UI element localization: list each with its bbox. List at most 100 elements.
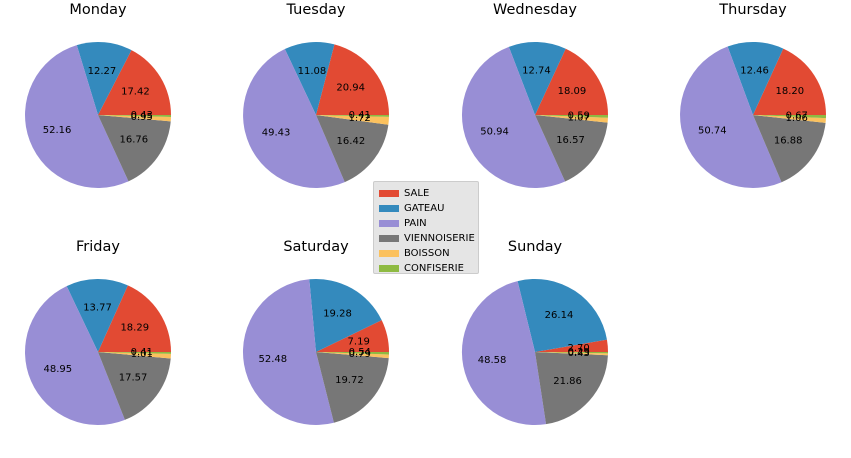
slice-value-label: 16.76 xyxy=(119,135,148,146)
pie-slice-boisson xyxy=(753,115,826,123)
slice-value-label: 26.14 xyxy=(545,310,574,321)
pie-slice-sale xyxy=(535,48,608,115)
pie-slice-pain xyxy=(461,46,566,189)
legend-swatch xyxy=(379,265,399,272)
pie-slice-gateau xyxy=(508,41,566,115)
pie-slice-confiserie xyxy=(535,352,609,354)
pie-slice-sale xyxy=(98,50,171,116)
slice-value-label: 1.72 xyxy=(349,113,371,124)
pie-slice-viennoiserie xyxy=(535,352,608,425)
pie-slice-gateau xyxy=(727,42,784,116)
slice-value-label: 12.27 xyxy=(88,66,117,77)
slice-value-label: 50.74 xyxy=(698,126,727,137)
slice-value-label: 18.20 xyxy=(776,86,805,97)
pie-slice-pain xyxy=(243,48,345,188)
slice-value-label: 16.88 xyxy=(774,136,803,147)
chart-title: Friday xyxy=(76,239,120,255)
pie-slice-pain xyxy=(680,46,782,188)
pie-slice-viennoiserie xyxy=(316,115,389,183)
pie-slice-confiserie xyxy=(316,352,390,355)
slice-value-label: 1.06 xyxy=(786,113,808,124)
slice-value-label: 18.29 xyxy=(120,323,149,334)
slice-value-label: 52.48 xyxy=(259,354,288,365)
legend-swatch xyxy=(379,205,399,212)
slice-value-label: 0.59 xyxy=(568,110,590,121)
pie-slice-confiserie xyxy=(316,115,390,117)
pie-slice-viennoiserie xyxy=(753,115,826,183)
pie-chart-sunday: Sunday 2.70 26.14 48.58 21.86 0.430.29 xyxy=(461,239,609,426)
legend-swatch xyxy=(379,235,399,242)
slice-value-label: 0.41 xyxy=(131,347,153,358)
slice-value-label: 19.28 xyxy=(323,308,352,319)
slice-value-label: 19.72 xyxy=(335,375,364,386)
pie-slice-pain xyxy=(242,279,334,426)
slice-value-label: 7.19 xyxy=(348,337,370,348)
pie-slice-sale xyxy=(535,339,608,352)
pie-slice-pain xyxy=(25,286,125,426)
chart-title: Sunday xyxy=(508,239,563,255)
slice-value-label: 13.77 xyxy=(83,303,112,314)
legend-item-sale: SALE xyxy=(374,186,478,201)
pie-slice-viennoiserie xyxy=(316,352,389,423)
pie-chart-monday: Monday 17.42 12.27 52.16 16.76 0.950.43 xyxy=(25,2,171,188)
legend-item-boisson: BOISSON xyxy=(374,246,478,261)
pie-chart-tuesday: Tuesday 20.94 11.08 49.43 16.42 1.720.41 xyxy=(243,2,390,188)
slice-value-label: 0.43 xyxy=(131,110,153,121)
slice-value-label: 0.67 xyxy=(786,110,808,121)
chart-title: Saturday xyxy=(283,239,349,255)
slice-value-label: 21.86 xyxy=(553,376,582,387)
pie-slice-gateau xyxy=(76,42,132,115)
pie-slice-boisson xyxy=(98,352,171,359)
pie-slice-confiserie xyxy=(753,115,827,119)
slice-value-label: 16.42 xyxy=(337,136,366,147)
legend-item-pain: PAIN xyxy=(374,216,478,231)
legend-swatch xyxy=(379,250,399,257)
pie-slice-sale xyxy=(316,44,389,115)
pie-slice-viennoiserie xyxy=(98,352,171,420)
pie-slice-confiserie xyxy=(535,115,608,118)
pie-slice-gateau xyxy=(517,278,607,352)
slice-value-label: 52.16 xyxy=(43,125,72,136)
pie-slice-boisson xyxy=(535,352,608,356)
pie-slice-gateau xyxy=(66,279,128,352)
slice-value-label: 1.07 xyxy=(568,113,590,124)
pie-slice-boisson xyxy=(98,115,171,122)
slice-value-label: 0.41 xyxy=(349,110,371,121)
legend-label: BOISSON xyxy=(404,248,450,259)
pie-slice-gateau xyxy=(309,278,382,352)
slice-value-label: 0.29 xyxy=(568,347,590,358)
slice-value-label: 2.70 xyxy=(568,343,590,354)
legend-item-gateau: GATEAU xyxy=(374,201,478,216)
pie-chart-saturday: Saturday 7.19 19.28 52.48 19.72 0.790.54 xyxy=(242,239,390,426)
legend: SALE GATEAU PAIN VIENNOISERIE BOISSON CO… xyxy=(373,181,479,274)
legend-label: VIENNOISERIE xyxy=(404,233,475,244)
pie-slice-pain xyxy=(461,281,547,426)
slice-value-label: 50.94 xyxy=(480,126,509,137)
pie-slice-boisson xyxy=(316,352,389,359)
slice-value-label: 12.46 xyxy=(740,66,769,77)
slice-value-label: 18.09 xyxy=(558,86,587,97)
slice-value-label: 20.94 xyxy=(336,83,365,94)
chart-title: Wednesday xyxy=(493,2,577,18)
slice-value-label: 0.54 xyxy=(349,347,371,358)
slice-value-label: 48.95 xyxy=(44,364,73,375)
slice-value-label: 16.57 xyxy=(556,135,585,146)
pie-slice-viennoiserie xyxy=(535,115,608,182)
pie-slice-confiserie xyxy=(98,352,172,354)
legend-swatch xyxy=(379,190,399,197)
legend-label: CONFISERIE xyxy=(404,263,464,274)
slice-value-label: 0.79 xyxy=(349,349,371,360)
legend-item-confiserie: CONFISERIE xyxy=(374,261,478,276)
slice-value-label: 17.42 xyxy=(121,87,150,98)
pie-slice-gateau xyxy=(284,42,335,115)
legend-swatch xyxy=(379,220,399,227)
pie-slice-sale xyxy=(316,320,389,352)
legend-label: SALE xyxy=(404,188,430,199)
slice-value-label: 17.57 xyxy=(119,373,148,384)
legend-label: PAIN xyxy=(404,218,427,229)
pie-chart-wednesday: Wednesday 18.09 12.74 50.94 16.57 1.070.59 xyxy=(461,2,608,189)
legend-item-viennoiserie: VIENNOISERIE xyxy=(374,231,478,246)
slice-value-label: 0.95 xyxy=(131,112,153,123)
slice-value-label: 1.01 xyxy=(131,349,153,360)
